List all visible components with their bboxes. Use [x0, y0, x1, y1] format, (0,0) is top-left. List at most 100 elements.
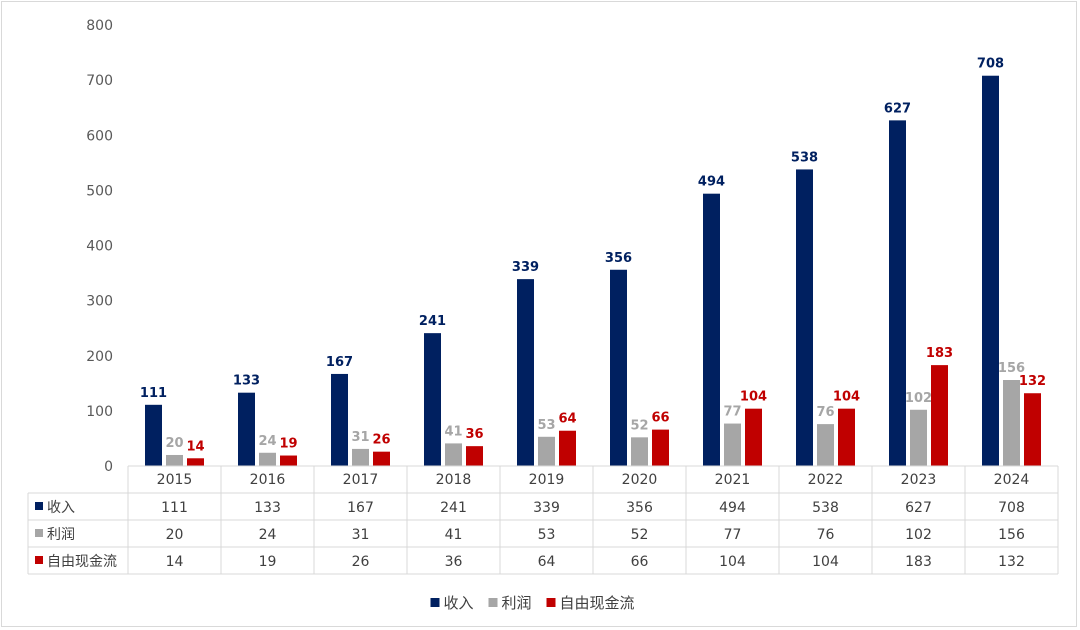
data-labels: 111 20 14 133 24 19 167 31 26 241 41 36 339 53 64 356 52… [140, 57, 1046, 455]
bar [982, 75, 999, 466]
table-cell: 31 [352, 527, 370, 543]
data-label: 31 [351, 430, 369, 445]
data-label: 41 [444, 424, 462, 439]
data-label: 52 [630, 418, 648, 433]
data-label: 36 [465, 427, 483, 442]
y-tick-label: 600 [86, 128, 113, 144]
data-label: 53 [537, 418, 555, 433]
x-tick-label: 2018 [436, 472, 472, 488]
table-row-label: 收入 [47, 500, 75, 516]
legend-swatch [488, 598, 498, 607]
bar [910, 409, 927, 466]
y-tick-label: 700 [86, 73, 113, 89]
table-cell: 41 [445, 527, 463, 543]
bars [145, 75, 1041, 467]
table-cell: 20 [166, 527, 184, 543]
table-cell: 156 [998, 527, 1025, 543]
bar [187, 458, 204, 466]
data-label: 167 [326, 355, 353, 370]
bar [889, 120, 906, 467]
data-label: 19 [279, 437, 297, 452]
data-label: 102 [905, 391, 932, 406]
table-cell: 339 [533, 500, 560, 516]
x-tick-label: 2017 [343, 472, 379, 488]
data-label: 356 [605, 251, 632, 266]
table-cell: 14 [166, 554, 184, 570]
data-label: 104 [833, 390, 860, 405]
table-cell: 24 [259, 527, 277, 543]
table-cell: 111 [161, 500, 188, 516]
bar [559, 430, 576, 466]
data-label: 156 [998, 361, 1025, 376]
table-cell: 76 [817, 527, 835, 543]
data-label: 104 [740, 390, 767, 405]
data-label: 627 [884, 101, 911, 116]
data-label: 133 [233, 374, 260, 389]
bar [145, 404, 162, 466]
legend-label: 收入 [444, 594, 474, 612]
table-cell: 494 [719, 500, 746, 516]
bar [259, 452, 276, 466]
data-label: 111 [140, 386, 167, 401]
y-tick-label: 400 [86, 239, 113, 255]
bar [817, 424, 834, 466]
legend-label: 利润 [502, 594, 532, 612]
table-cell: 183 [905, 554, 932, 570]
table-cell: 102 [905, 527, 932, 543]
data-label: 708 [977, 57, 1004, 72]
data-label: 66 [651, 411, 669, 426]
data-label: 26 [372, 433, 390, 448]
bar [466, 446, 483, 466]
table-cell: 19 [259, 554, 277, 570]
bar [538, 436, 555, 466]
bar [652, 429, 669, 466]
y-tick-label: 100 [86, 404, 113, 420]
x-tick-label: 2020 [622, 472, 658, 488]
legend-key-swatch [35, 529, 43, 537]
data-table: 2015 2016 2017 2018 2019 2020 2021 2022 2023 2024… [27, 465, 1059, 575]
table-cell: 104 [719, 554, 746, 570]
table-cell: 167 [347, 500, 374, 516]
bar [424, 333, 441, 466]
data-label: 494 [698, 175, 725, 190]
x-tick-label: 2022 [808, 472, 844, 488]
data-label: 538 [791, 150, 818, 165]
bar [280, 455, 297, 466]
table-cell: 627 [905, 500, 932, 516]
y-tick-label: 300 [86, 294, 113, 310]
table-cell: 36 [445, 554, 463, 570]
table-cell: 53 [538, 527, 556, 543]
data-label: 132 [1019, 374, 1046, 389]
x-tick-label: 2024 [994, 472, 1030, 488]
y-tick-label: 800 [86, 18, 113, 34]
bar [1024, 393, 1041, 466]
y-tick-label: 200 [86, 349, 113, 365]
legend-swatch [430, 598, 440, 607]
x-tick-label: 2016 [250, 472, 286, 488]
table-cell: 64 [538, 554, 556, 570]
y-axis: 0 100 200 300 400 500 600 700 800 [86, 18, 113, 475]
bar [331, 373, 348, 466]
table-cell: 26 [352, 554, 370, 570]
table-cell: 52 [631, 527, 649, 543]
bar [931, 365, 948, 466]
x-tick-label: 2015 [157, 472, 193, 488]
bar [796, 169, 813, 467]
legend-swatch [546, 598, 556, 607]
table-row-label: 利润 [47, 527, 75, 543]
table-cell: 538 [812, 500, 839, 516]
y-tick-label: 500 [86, 183, 113, 199]
bar [1003, 380, 1020, 466]
legend-label: 自由现金流 [560, 594, 635, 612]
table-cell: 708 [998, 500, 1025, 516]
data-label: 77 [723, 405, 741, 420]
table-cell: 104 [812, 554, 839, 570]
x-tick-label: 2021 [715, 472, 751, 488]
data-label: 20 [165, 436, 183, 451]
data-label: 241 [419, 314, 446, 329]
data-label: 24 [258, 434, 276, 449]
bar [610, 269, 627, 466]
bar [517, 279, 534, 466]
data-label: 14 [186, 439, 204, 454]
